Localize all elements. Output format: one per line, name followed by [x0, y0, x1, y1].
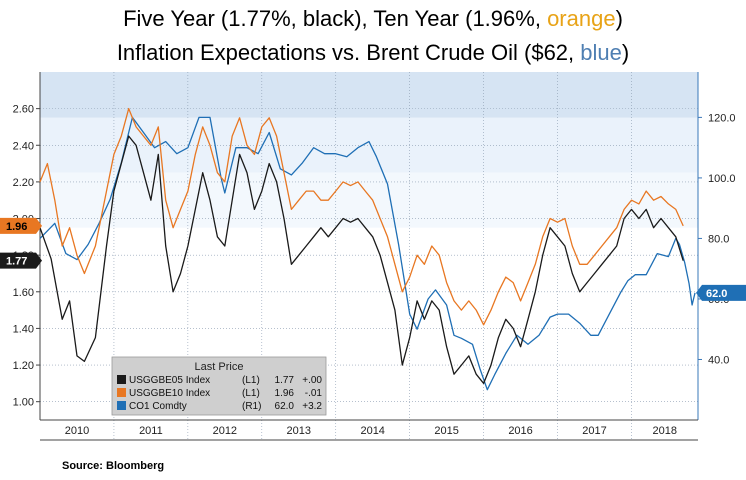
brent-last-value-text: 62.0: [706, 288, 727, 300]
left-tick-label: 1.40: [13, 323, 34, 335]
left-tick-label: 1.60: [13, 287, 34, 299]
background-band: [40, 72, 698, 118]
left-tick-label: 1.20: [13, 360, 34, 372]
chart-title-line-2: Inflation Expectations vs. Brent Crude O…: [0, 40, 746, 66]
legend-last-value: 1.96: [275, 388, 295, 399]
x-tick-label: 2014: [360, 425, 384, 437]
title-line-1-suffix: ): [615, 6, 623, 31]
legend-swatch: [117, 388, 126, 397]
x-tick-label: 2017: [582, 425, 606, 437]
legend-axis: (L1): [242, 388, 260, 399]
left-tick-label: 1.00: [13, 397, 34, 409]
x-tick-label: 2018: [652, 425, 676, 437]
x-tick-label: 2015: [434, 425, 458, 437]
legend-box: [111, 356, 327, 416]
five-year-last-value-tag-text: 1.77: [6, 256, 27, 268]
x-tick-label: 2010: [65, 425, 89, 437]
right-tick-label: 120.0: [708, 112, 736, 124]
title-line-2-highlight: blue: [580, 40, 622, 65]
legend-change: +3.2: [302, 401, 322, 412]
legend-swatch: [117, 375, 126, 384]
legend-axis: (L1): [242, 375, 260, 386]
title-line-1-prefix: Five Year (1.77%, black), Ten Year (1.96…: [123, 6, 548, 31]
legend-ticker: USGGBE10 Index: [129, 388, 210, 399]
ten-year-breakeven-line: [39, 107, 684, 326]
left-tick-label: 2.40: [13, 140, 34, 152]
source-note: Source: Bloomberg: [62, 460, 165, 472]
legend-change: -.01: [305, 388, 323, 399]
brent-crude-line: [39, 116, 696, 391]
x-tick-label: 2016: [508, 425, 532, 437]
title-line-2-prefix: Inflation Expectations vs. Brent Crude O…: [116, 40, 581, 65]
legend-change: +.00: [302, 375, 322, 386]
legend-ticker: USGGBE05 Index: [129, 375, 210, 386]
left-tick-label: 2.20: [13, 177, 34, 189]
background-band: [40, 172, 698, 228]
left-tick-label: 2.60: [13, 104, 34, 116]
background-band: [40, 117, 698, 173]
title-line-2-suffix: ): [621, 40, 630, 65]
right-tick-label: 100.0: [708, 173, 736, 185]
title-line-1-highlight: orange: [547, 6, 616, 31]
x-tick-label: 2011: [139, 425, 163, 437]
ten-year-last-value-tag-text: 1.96: [6, 221, 27, 233]
brent-last-value-tag: 62.0: [696, 284, 746, 301]
ten-year-last-value-tag-box: [0, 217, 42, 234]
legend-last-value: 62.0: [275, 401, 295, 412]
right-tick-label: 40.0: [708, 354, 729, 366]
brent-last-value-box: [696, 284, 746, 301]
five-year-last-value-tag-box: [0, 252, 42, 269]
legend: Last Price USGGBE05 Index (L1) 1.77 +.00 USGG…: [111, 356, 327, 416]
legend-axis: (R1): [242, 401, 261, 412]
legend-title: Last Price: [195, 361, 244, 373]
five-year-breakeven-line: [39, 135, 684, 385]
chart-title-line-1: Five Year (1.77%, black), Ten Year (1.96…: [0, 6, 746, 32]
x-tick-label: 2012: [213, 425, 237, 437]
x-tick-label: 2013: [287, 425, 311, 437]
legend-swatch: [117, 401, 126, 410]
legend-ticker: CO1 Comdty: [129, 401, 187, 412]
right-tick-label: 80.0: [708, 233, 729, 245]
ten-year-last-value-tag: 1.96: [0, 217, 42, 234]
legend-last-value: 1.77: [275, 375, 295, 386]
line-chart: 1.001.201.401.601.802.002.202.402.6040.0…: [0, 72, 746, 441]
five-year-last-value-tag: 1.77: [0, 252, 42, 269]
